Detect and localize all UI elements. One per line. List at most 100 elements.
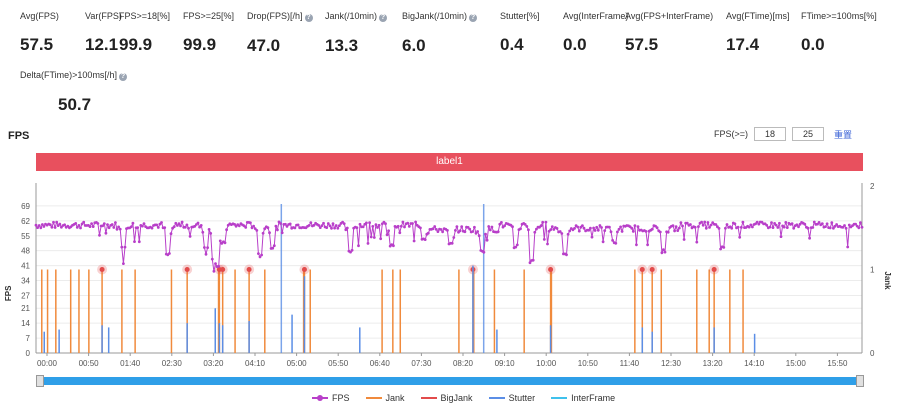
fps-point	[199, 224, 203, 227]
fps-point	[141, 224, 144, 228]
stat-label: BigJank(/10min)	[402, 11, 468, 21]
fps-point	[120, 245, 124, 249]
reset-button[interactable]: 重置	[834, 129, 853, 140]
fps-point	[795, 223, 799, 227]
legend-item[interactable]: Jank	[365, 393, 405, 403]
fps-point	[261, 231, 265, 235]
fps-point	[666, 230, 670, 234]
fps-point	[88, 225, 92, 228]
y-axis-title: FPS	[4, 285, 13, 301]
bigjank-point	[711, 267, 717, 272]
help-icon[interactable]: ?	[469, 14, 478, 22]
fps-point	[209, 232, 213, 235]
x-tick-label: 02:30	[162, 359, 183, 368]
fps-point	[201, 230, 205, 234]
fps-point	[101, 224, 105, 228]
fps-point	[296, 223, 300, 227]
fps-point	[366, 242, 370, 245]
time-range-slider[interactable]	[36, 375, 864, 387]
fps-point	[846, 245, 850, 249]
fps-point	[36, 226, 39, 229]
x-tick-label: 13:20	[703, 359, 724, 368]
legend-item[interactable]: BigJank	[420, 393, 473, 403]
fps-point	[539, 224, 543, 228]
slider-handle-left[interactable]	[36, 375, 44, 387]
help-icon[interactable]: ?	[118, 73, 127, 81]
fps-point	[155, 223, 159, 227]
fps-point	[266, 226, 270, 230]
stat-value: 99.9	[119, 35, 153, 54]
fps-point	[515, 243, 519, 247]
help-icon[interactable]: ?	[304, 14, 313, 22]
stat-label: FPS>=25[%]	[183, 11, 235, 21]
help-icon[interactable]: ?	[379, 14, 388, 22]
fps-point	[91, 225, 95, 228]
fps-point	[581, 224, 584, 227]
fps-point	[658, 230, 662, 234]
fps-point	[765, 223, 769, 227]
stat-label: FPS>=18[%]	[119, 11, 171, 21]
y-tick-label: 7	[26, 334, 31, 343]
fps-point	[484, 232, 487, 236]
fps-point	[455, 225, 459, 228]
fps-point	[374, 223, 378, 227]
fps-point	[828, 226, 832, 230]
fps-point	[96, 222, 100, 225]
fps-point	[620, 230, 624, 233]
fps-point	[333, 226, 336, 230]
fps-point	[156, 226, 160, 229]
legend-item[interactable]: InterFrame	[551, 393, 615, 403]
fps-point	[180, 220, 184, 224]
fps-point	[406, 221, 410, 225]
fps-point	[565, 253, 568, 257]
fps-point	[608, 225, 611, 229]
fps-point	[450, 241, 454, 245]
fps-chart[interactable]: 0 7 14 21 27 34 41 48 55 62 69 0 1 2 FPS Jank 00:00 00:50…	[0, 178, 900, 378]
fps-point	[600, 226, 603, 229]
bigjank-point	[301, 267, 307, 272]
stat-label: Jank(/10min)	[325, 11, 378, 21]
y2-tick-label: 2	[870, 182, 875, 191]
y-tick-label: 41	[21, 262, 30, 271]
fps-point	[52, 220, 55, 224]
fps-point	[326, 222, 330, 225]
fps-point	[55, 220, 59, 224]
stat-value: 47.0	[247, 36, 281, 55]
fps-threshold-input-1[interactable]	[754, 127, 787, 141]
fps-point	[717, 227, 721, 230]
fps-point	[859, 221, 862, 225]
y-tick-label: 34	[21, 277, 30, 286]
fps-point	[541, 220, 545, 224]
fps-point	[218, 239, 222, 243]
fps-point	[808, 236, 811, 240]
fps-point	[403, 225, 406, 229]
fps-threshold-input-2[interactable]	[792, 127, 825, 141]
stat-label: Delta(FTime)>100ms[/h]	[20, 70, 117, 80]
fps-point	[160, 221, 163, 224]
fps-point	[74, 222, 78, 225]
fps-point	[372, 236, 376, 239]
label-bar[interactable]: label1	[36, 153, 863, 171]
legend-item[interactable]: Stutter	[488, 393, 535, 403]
fps-point	[136, 226, 140, 229]
fps-point	[844, 226, 848, 230]
slider-handle-right[interactable]	[856, 375, 864, 387]
fps-point	[131, 221, 135, 225]
fps-point	[739, 226, 743, 229]
fps-point	[603, 229, 607, 232]
fps-point	[685, 221, 689, 225]
fps-point	[700, 220, 703, 224]
fps-point	[185, 223, 189, 227]
stat-value: 0.0	[563, 35, 587, 54]
fps-point	[365, 221, 368, 225]
legend-item[interactable]: FPS	[312, 393, 350, 403]
fps-point	[792, 226, 796, 230]
stat-item: Var(FPS) 12.1	[85, 11, 122, 55]
fps-point	[436, 230, 440, 233]
y-tick-label: 48	[21, 247, 30, 256]
fps-point	[183, 225, 187, 229]
y-tick-label: 62	[21, 217, 30, 226]
section-title: FPS	[8, 130, 30, 142]
fps-point	[268, 231, 271, 235]
fps-point	[525, 225, 529, 228]
